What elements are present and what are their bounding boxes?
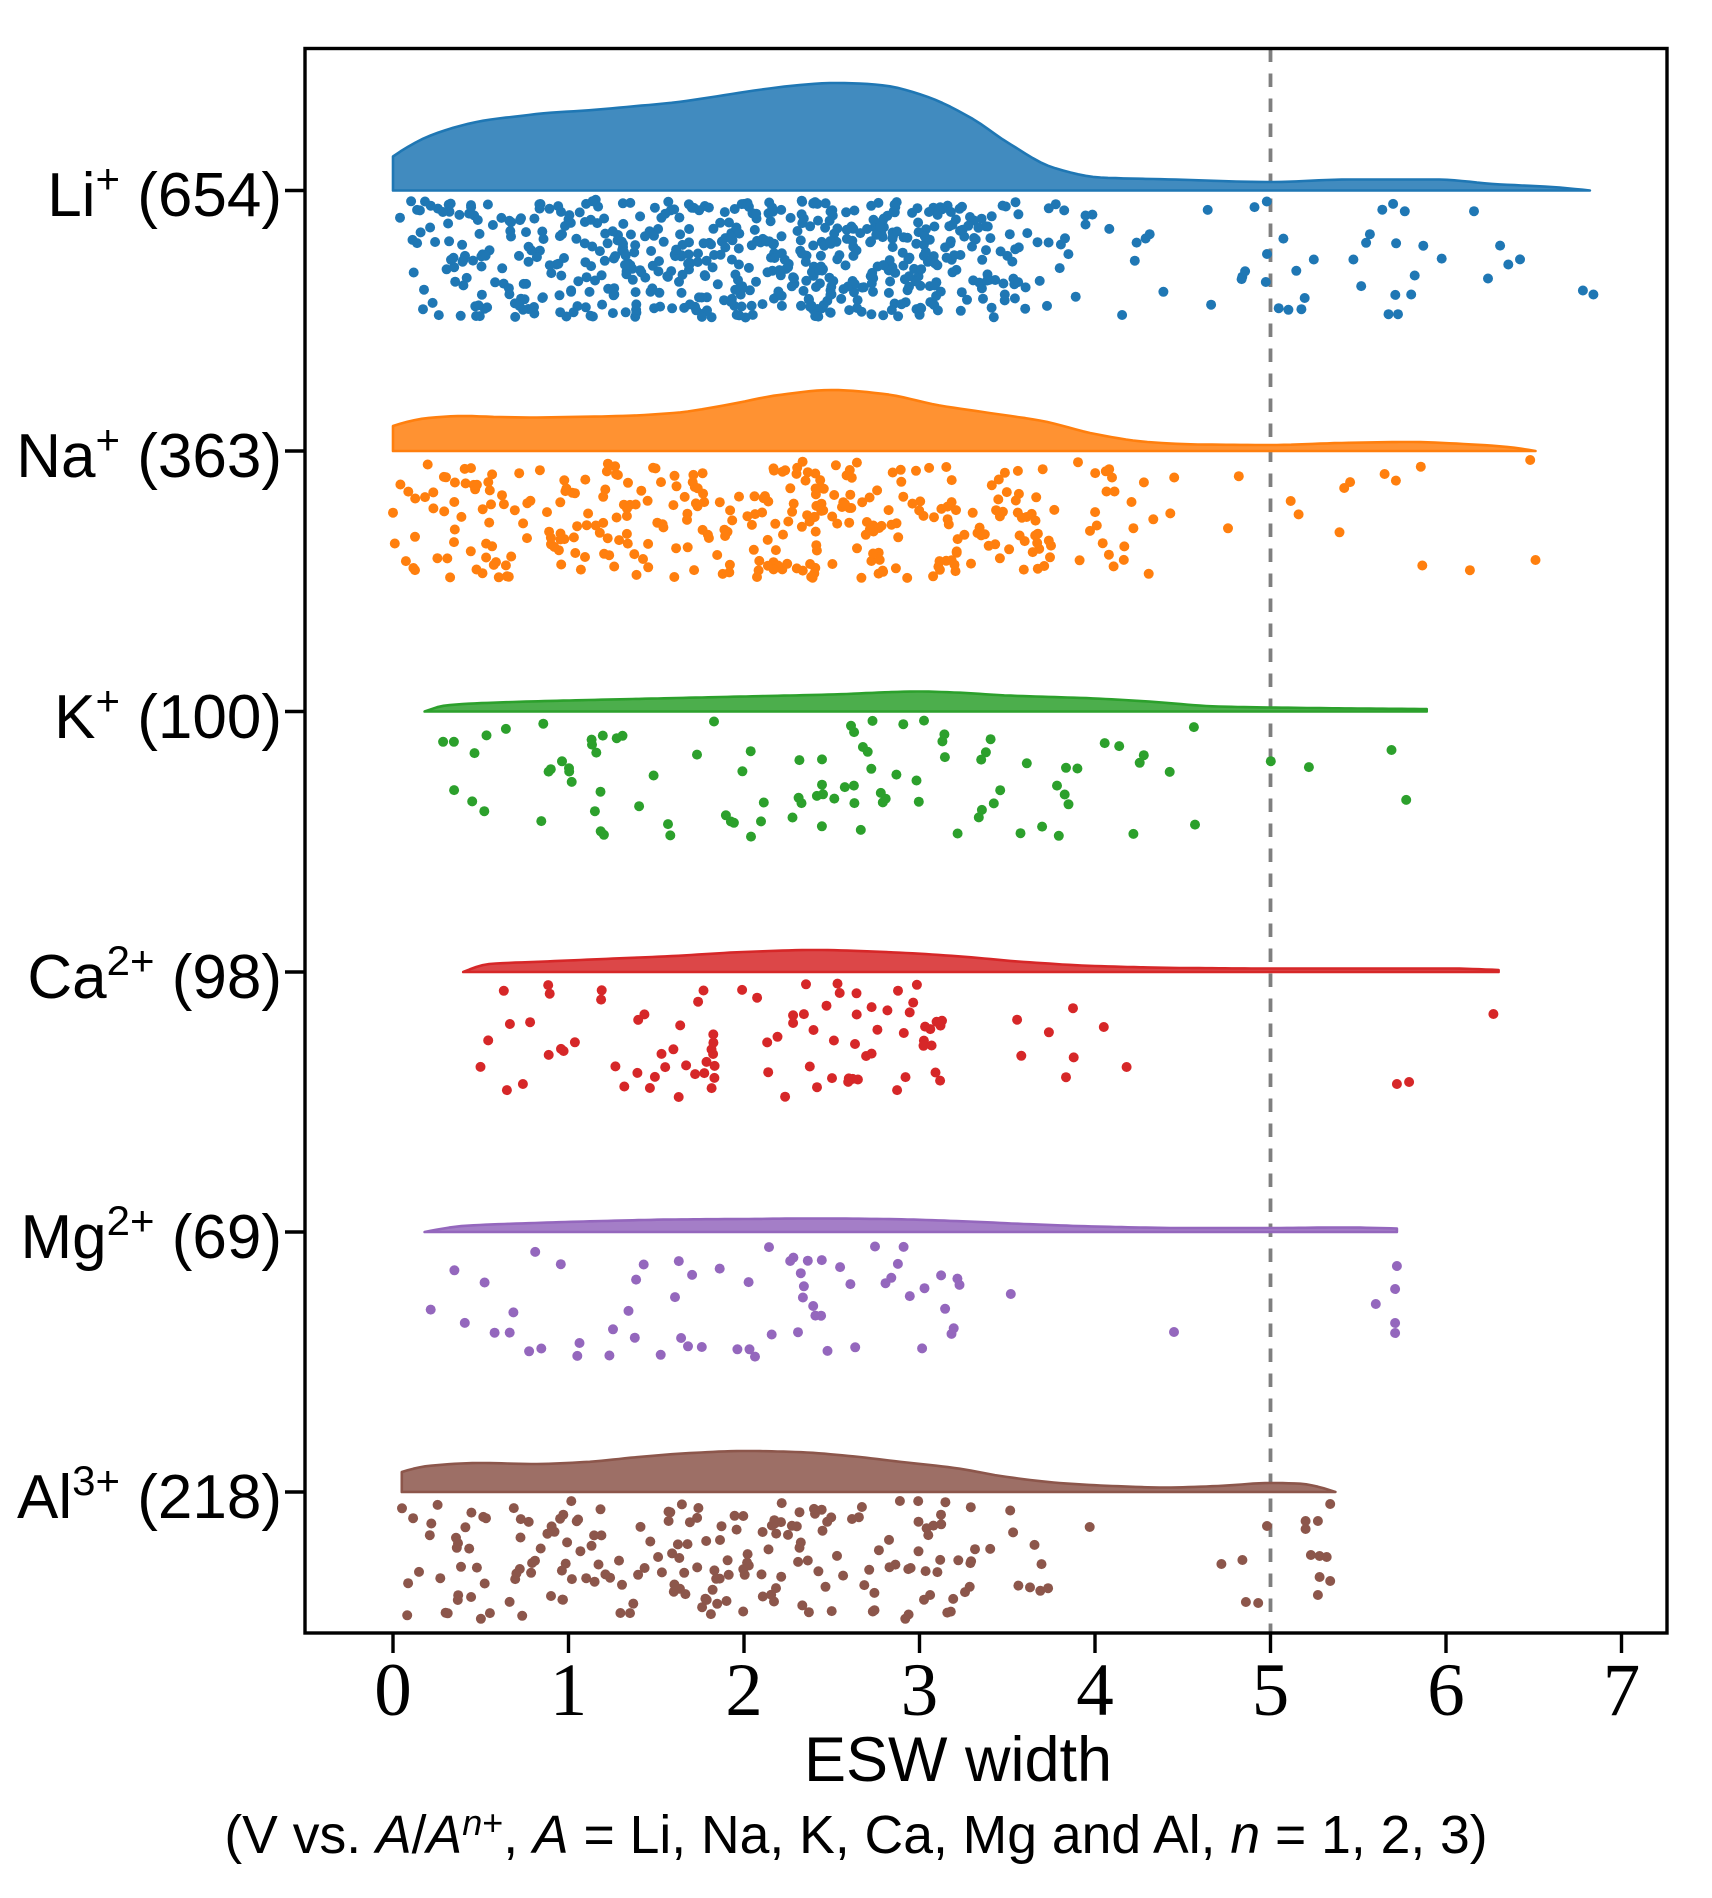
svg-text:3: 3 (901, 1649, 939, 1732)
svg-text:7: 7 (1603, 1649, 1641, 1732)
svg-text:ESW width: ESW width (804, 1725, 1112, 1795)
svg-text:K+ (100): K+ (100) (54, 677, 282, 752)
svg-text:(V vs. A/An+, A = Li, Na, K, C: (V vs. A/An+, A = Li, Na, K, Ca, Mg and … (224, 1802, 1487, 1865)
svg-text:2: 2 (725, 1649, 763, 1732)
svg-text:0: 0 (374, 1649, 412, 1732)
svg-text:Li+ (654): Li+ (654) (47, 155, 282, 230)
svg-text:Al3+ (218): Al3+ (218) (17, 1457, 282, 1532)
svg-text:Ca2+ (98): Ca2+ (98) (27, 937, 282, 1012)
svg-text:4: 4 (1076, 1649, 1114, 1732)
svg-text:5: 5 (1252, 1649, 1290, 1732)
svg-text:Na+ (363): Na+ (363) (16, 416, 282, 491)
svg-text:6: 6 (1427, 1649, 1465, 1732)
svg-text:1: 1 (550, 1649, 588, 1732)
